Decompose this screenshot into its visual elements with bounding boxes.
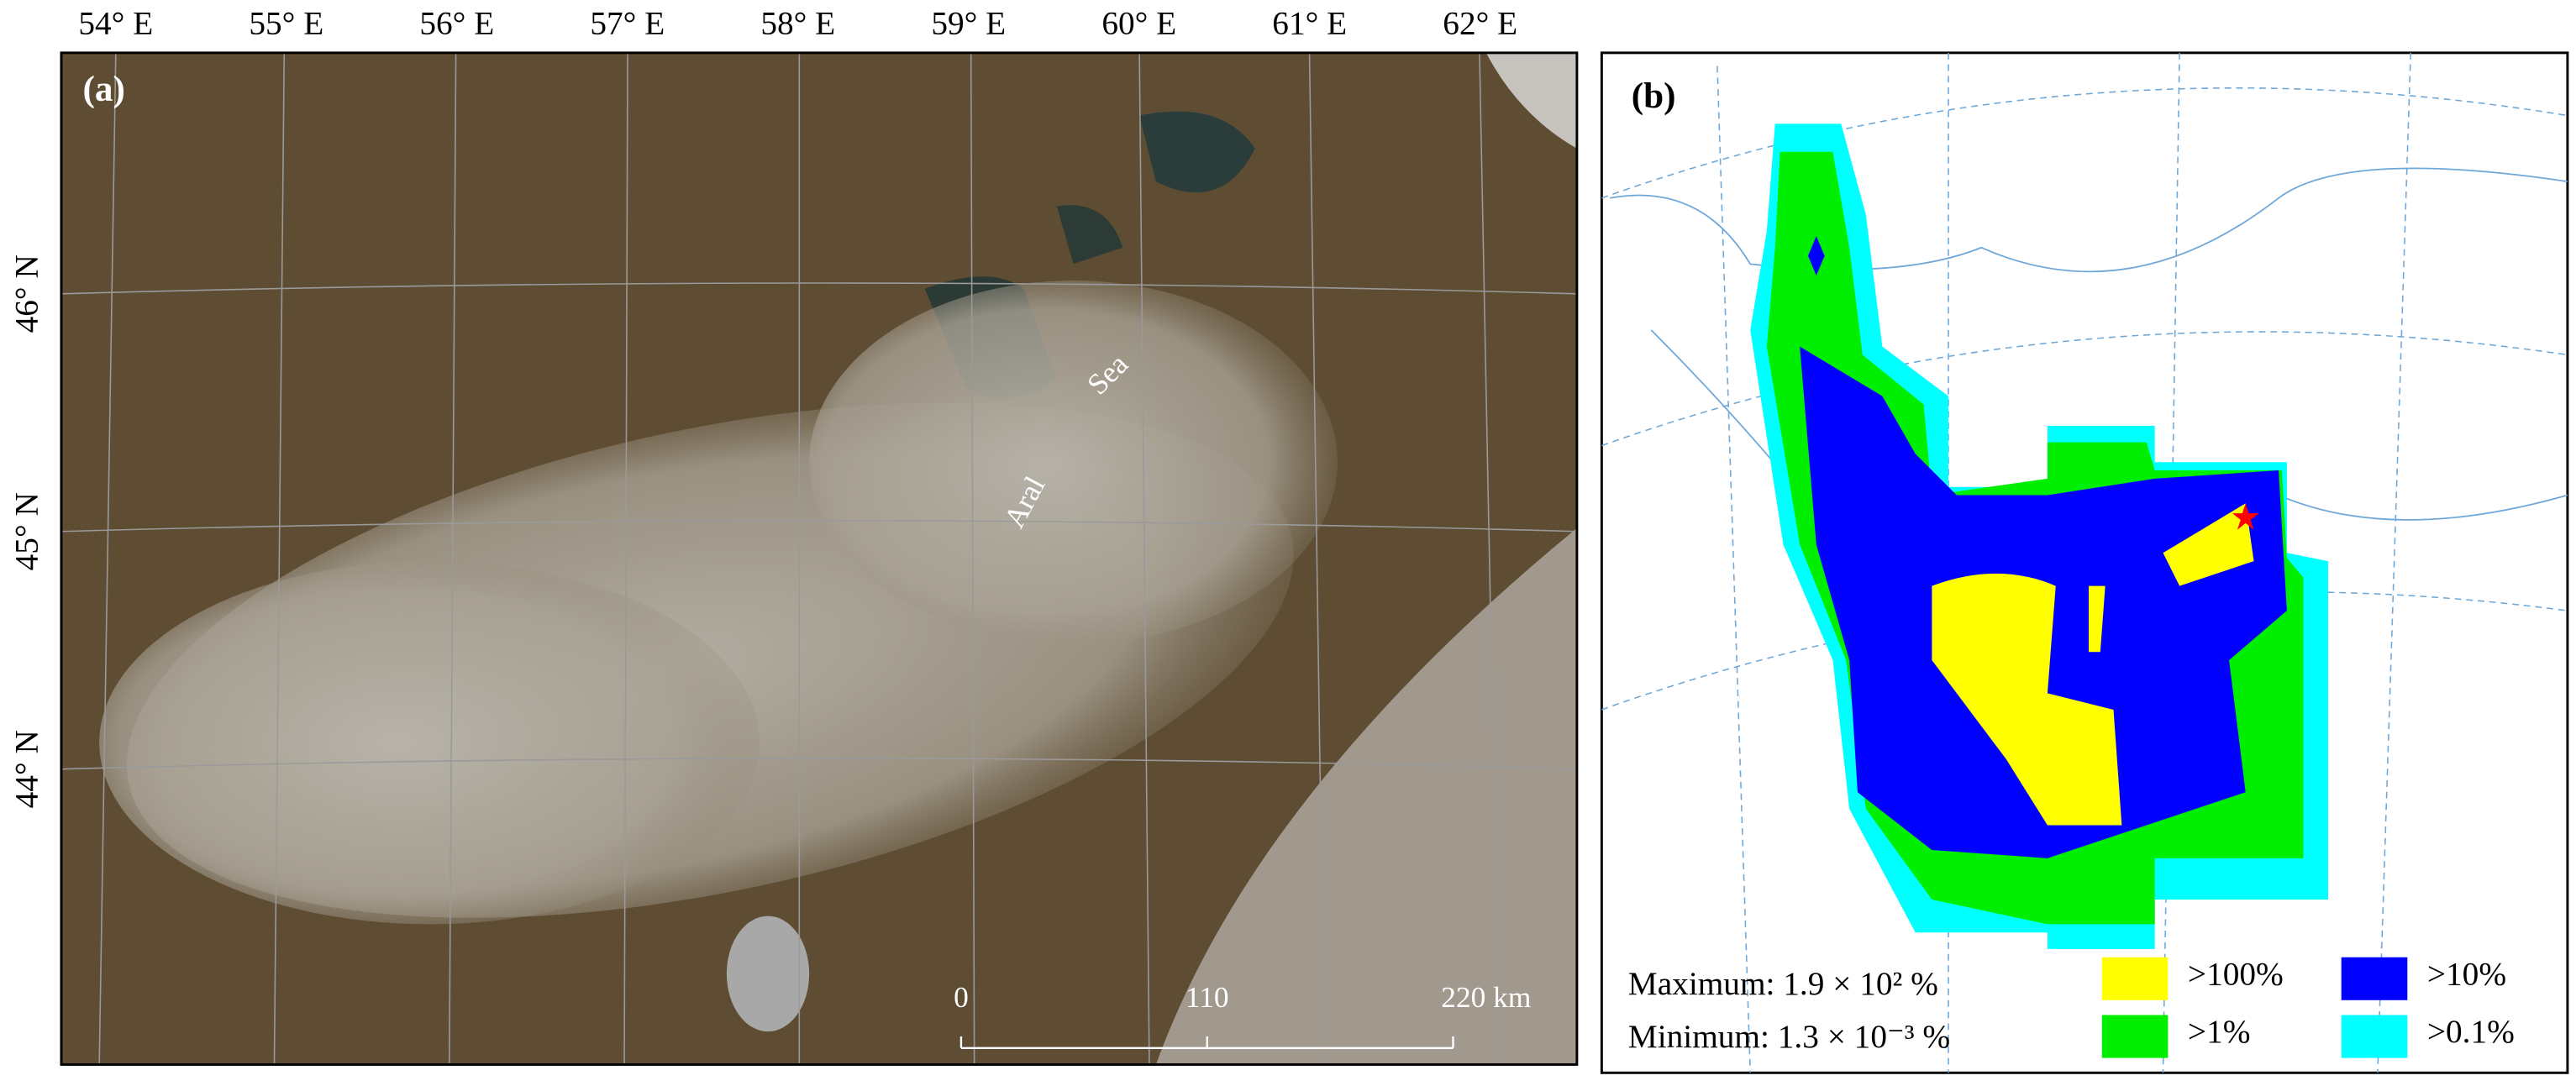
lon-label: 55° E xyxy=(249,4,323,41)
legend-label: >1% xyxy=(2188,1013,2251,1050)
lat-label: 46° N xyxy=(8,254,45,333)
legend-swatch xyxy=(2101,1015,2169,1058)
legend-label: >0.1% xyxy=(2427,1013,2515,1050)
legend-swatch xyxy=(2341,957,2408,1000)
scale-label: 110 xyxy=(1185,980,1229,1014)
contour xyxy=(1932,503,2254,826)
lon-label: 59° E xyxy=(931,4,1006,41)
legend: >100% >10% >1% >0.1% xyxy=(2101,955,2515,1058)
lon-label: 60° E xyxy=(1101,4,1176,41)
satellite-image xyxy=(60,52,1577,1065)
panel-label: (a) xyxy=(83,69,125,109)
lon-label: 61° E xyxy=(1272,4,1347,41)
lat-label: 44° N xyxy=(8,730,45,808)
scale-label: 220 km xyxy=(1441,980,1531,1014)
lon-label: 54° E xyxy=(78,4,153,41)
scale-bar xyxy=(959,1036,1454,1049)
lon-label: 56° E xyxy=(419,4,494,41)
legend-label: >100% xyxy=(2188,955,2284,992)
lat-labels: 46° N 45° N 44° N xyxy=(8,254,45,808)
legend-swatch xyxy=(2341,1015,2408,1058)
lon-labels: 54° E 55° E 56° E 57° E 58° E 59° E 60° E 61° E… xyxy=(78,4,1517,41)
source-star xyxy=(2232,503,2259,530)
lat-label: 45° N xyxy=(8,492,45,570)
minimum-text: Minimum: 1.3 × 10⁻³ % xyxy=(1628,1018,1950,1055)
scale-label: 0 xyxy=(954,980,969,1014)
maximum-text: Maximum: 1.9 × 10² % xyxy=(1628,965,1938,1002)
legend-label: >10% xyxy=(2427,955,2506,992)
lon-label: 57° E xyxy=(590,4,665,41)
lon-label: 58° E xyxy=(760,4,835,41)
legend-swatch xyxy=(2101,957,2169,1000)
panel-label: (b) xyxy=(1632,76,1676,116)
lon-label: 62° E xyxy=(1443,4,1517,41)
